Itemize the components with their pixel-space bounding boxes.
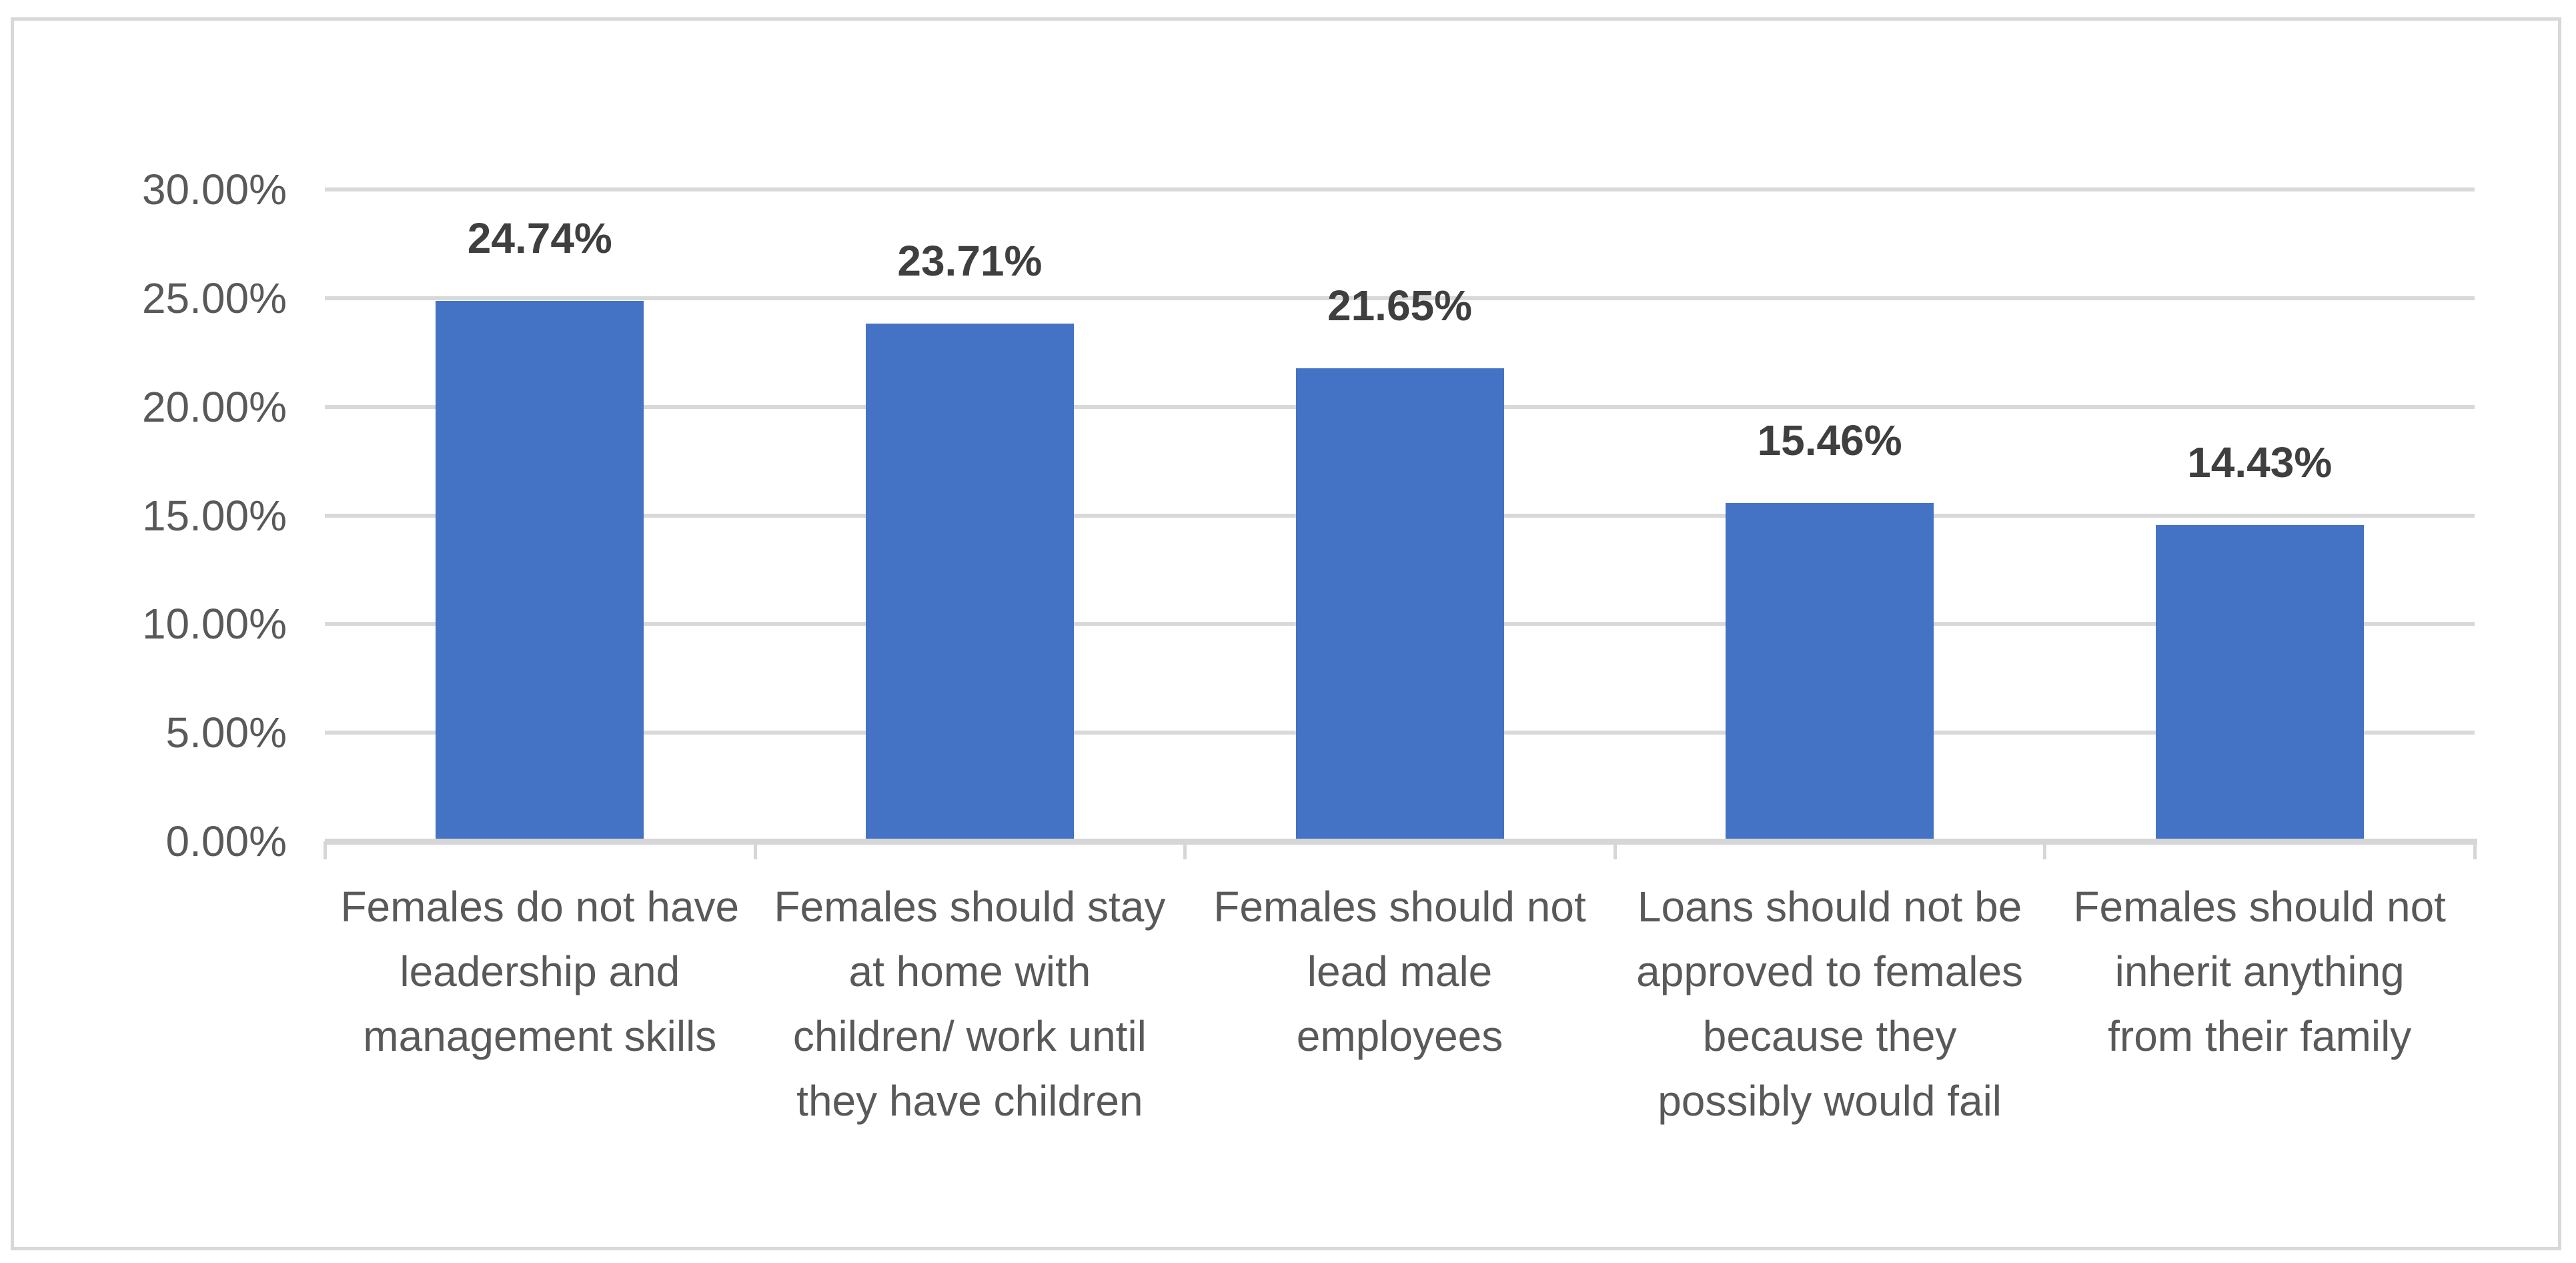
x-axis-tick — [2043, 841, 2047, 859]
y-axis-tick-label: 25.00% — [141, 274, 287, 322]
category-label: Females should stay at home with childre… — [774, 883, 1166, 1125]
y-axis-tick-label: 20.00% — [141, 382, 287, 431]
x-axis-tick — [324, 841, 327, 859]
category-label: Females should not lead male employees — [1213, 883, 1586, 1060]
bar — [436, 301, 644, 841]
bar-data-label: 23.71% — [897, 236, 1043, 285]
gridline-30pct — [325, 187, 2475, 191]
bar-data-label: 15.46% — [1757, 416, 1902, 464]
x-axis-tick — [1183, 841, 1187, 859]
x-axis-tick — [753, 841, 757, 859]
bar-data-label: 14.43% — [2187, 438, 2333, 487]
bar — [1295, 368, 1504, 841]
bar-data-label: 21.65% — [1327, 281, 1473, 330]
category-label: Females do not have leadership and manag… — [340, 883, 740, 1060]
x-axis-line — [325, 839, 2477, 845]
gridline-25pct — [325, 296, 2475, 300]
y-axis-tick-label: 10.00% — [141, 600, 287, 649]
y-axis-tick-label: 5.00% — [165, 709, 287, 757]
x-axis-tick — [1613, 841, 1617, 859]
category-label: Loans should not be approved to females … — [1636, 883, 2024, 1125]
bar-data-label: 24.74% — [467, 214, 612, 263]
bar — [2155, 525, 2364, 841]
plot-area: 0.00% 5.00% 10.00% 15.00% 20.00% 25.00% 30.00%… — [14, 21, 2558, 1247]
y-axis-tick-label: 30.00% — [141, 165, 287, 214]
x-axis-tick — [2473, 841, 2477, 859]
category-label: Females should not inherit anything from… — [2073, 883, 2446, 1060]
chart-border-frame: 0.00% 5.00% 10.00% 15.00% 20.00% 25.00% 30.00%… — [11, 17, 2561, 1250]
y-axis-tick-label: 15.00% — [141, 491, 287, 540]
y-axis-tick-label: 0.00% — [165, 817, 287, 865]
bar — [1726, 502, 1934, 841]
bar — [865, 323, 1074, 841]
